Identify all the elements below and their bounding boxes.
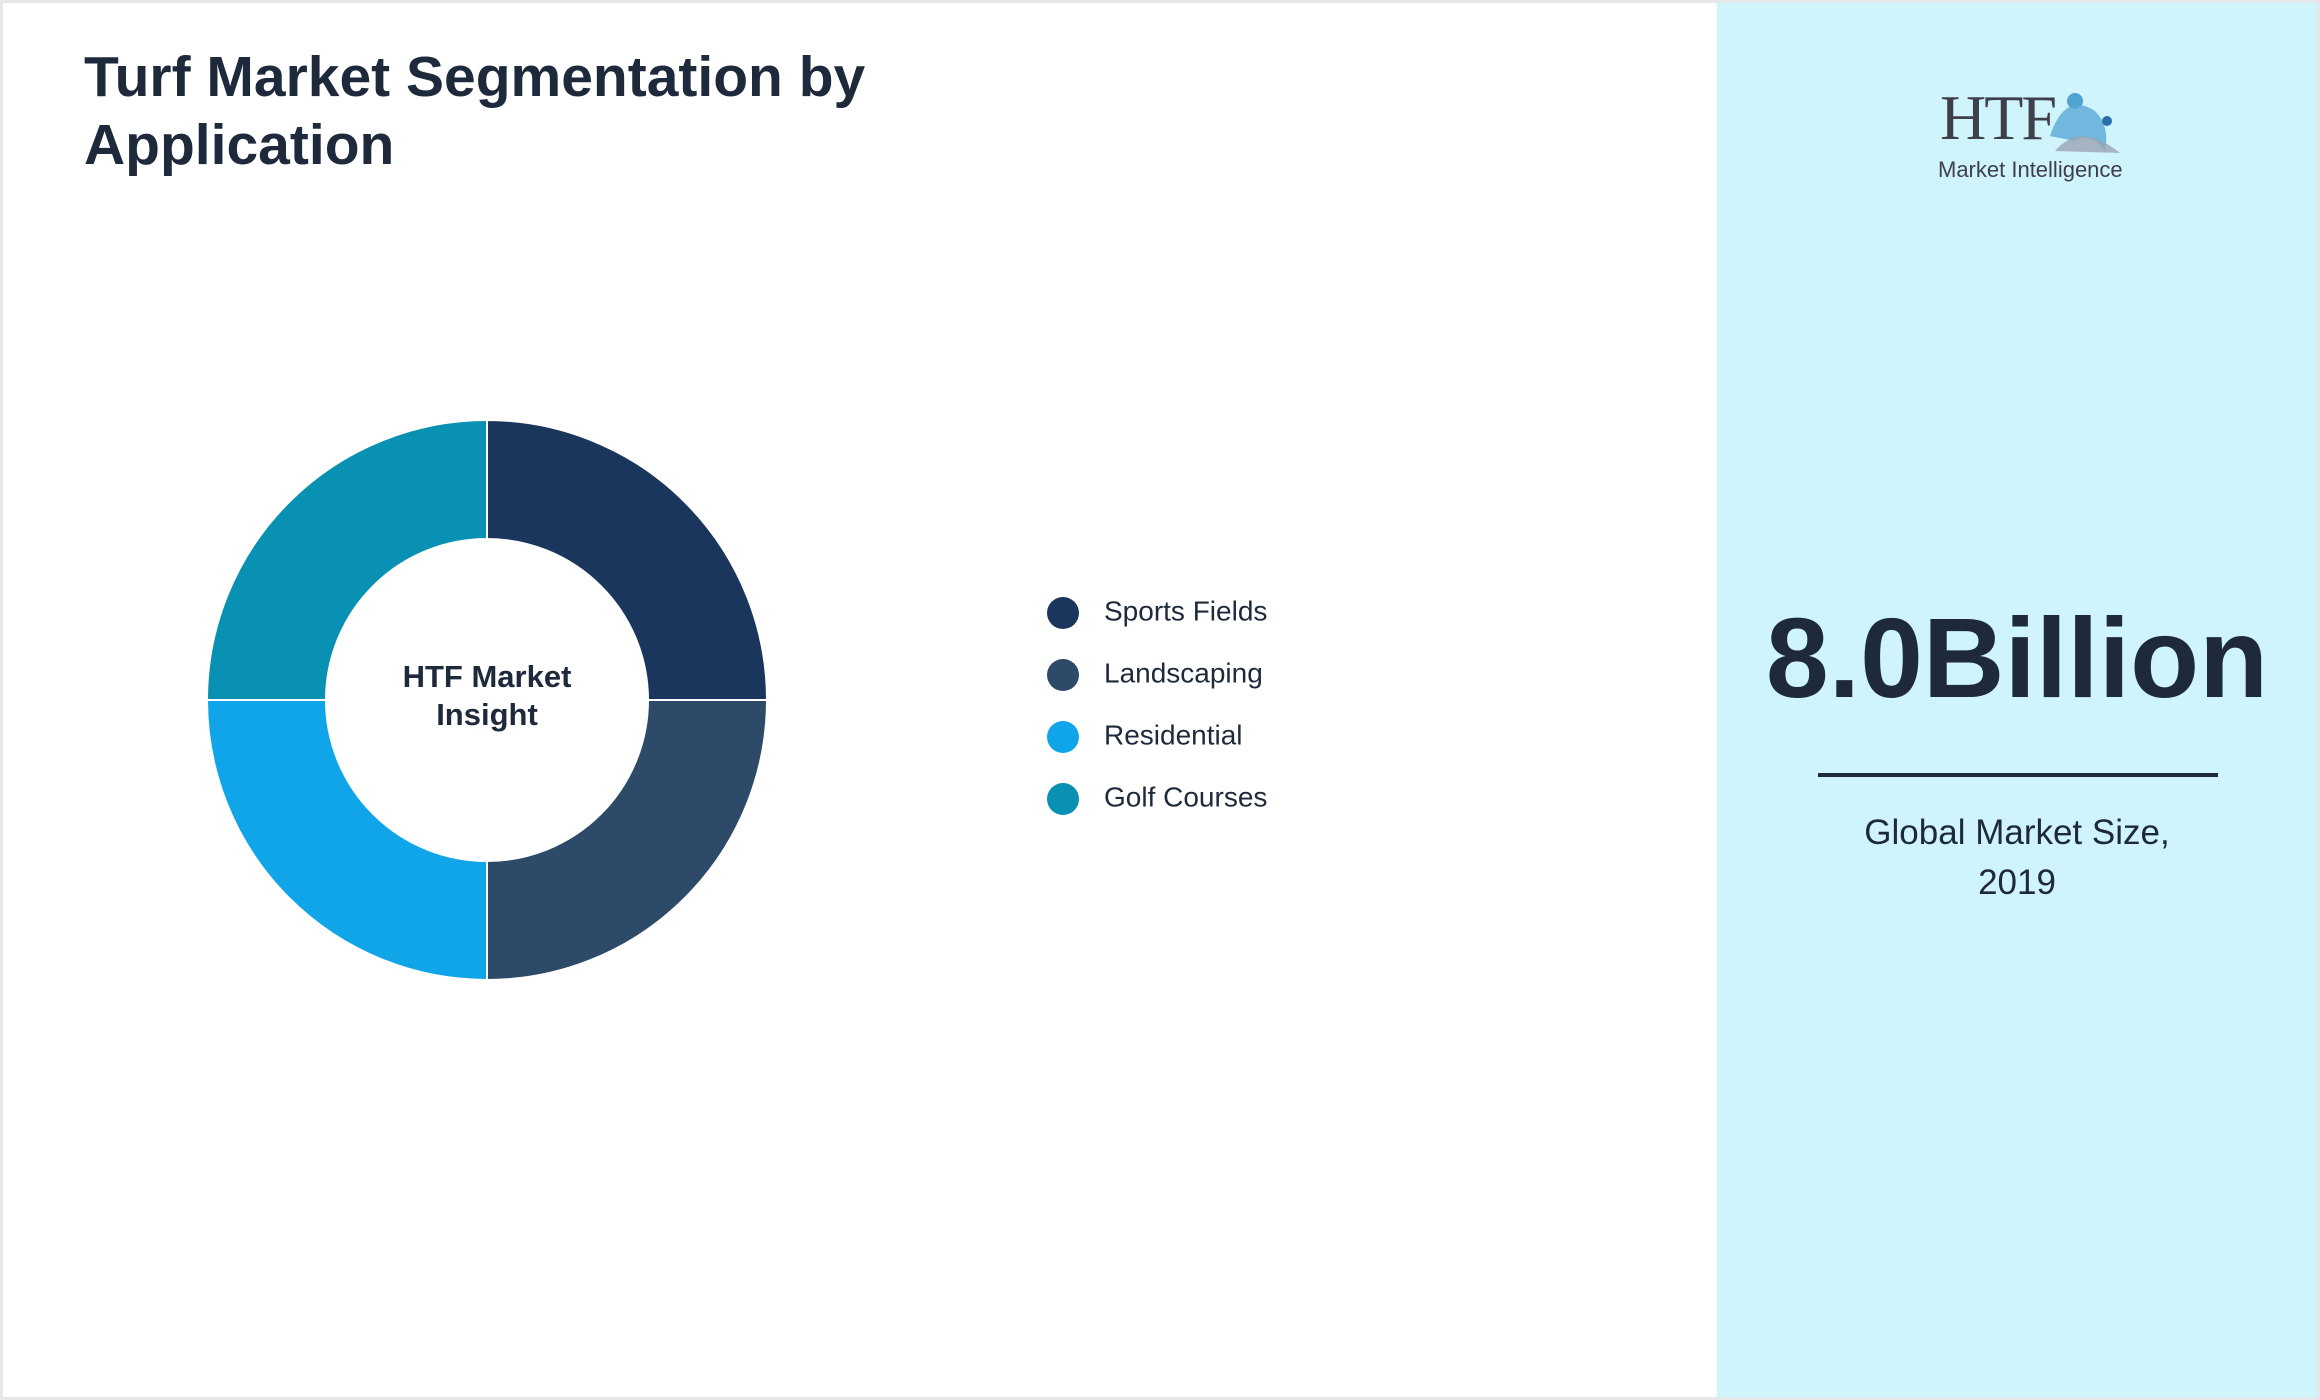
logo: HTF Market Intelligence — [1925, 81, 2125, 191]
donut-segment — [486, 418, 769, 701]
logo-icon — [2050, 93, 2120, 153]
legend-swatch — [1047, 659, 1079, 691]
logo-mark: HTF — [1940, 82, 2057, 153]
legend-swatch — [1047, 597, 1079, 629]
legend-label: Sports Fields — [1104, 595, 1267, 626]
donut-segment — [205, 418, 488, 701]
legend-label: Residential — [1104, 719, 1243, 750]
donut-segment — [205, 699, 488, 982]
logo-tagline: Market Intelligence — [1938, 157, 2123, 182]
legend-label: Golf Courses — [1104, 781, 1267, 812]
chart: Sports Fields Landscaping Residential Golf … — [205, 418, 1267, 982]
donut-segment — [486, 699, 769, 982]
divider — [1818, 773, 2218, 777]
chart-title: Turf Market Segmentation by Application — [84, 45, 866, 177]
side-panel: HTF Market Intelligence 8.0Billion Globa… — [1717, 3, 2317, 1397]
market-size: 8.0Billion — [1765, 595, 2269, 721]
legend-swatch — [1047, 721, 1079, 753]
legend-swatch — [1047, 783, 1079, 815]
center-label: HTF Market Insight — [402, 659, 572, 732]
market-size-caption: Global Market Size, 2019 — [1864, 813, 2170, 902]
legend-label: Landscaping — [1104, 657, 1263, 688]
